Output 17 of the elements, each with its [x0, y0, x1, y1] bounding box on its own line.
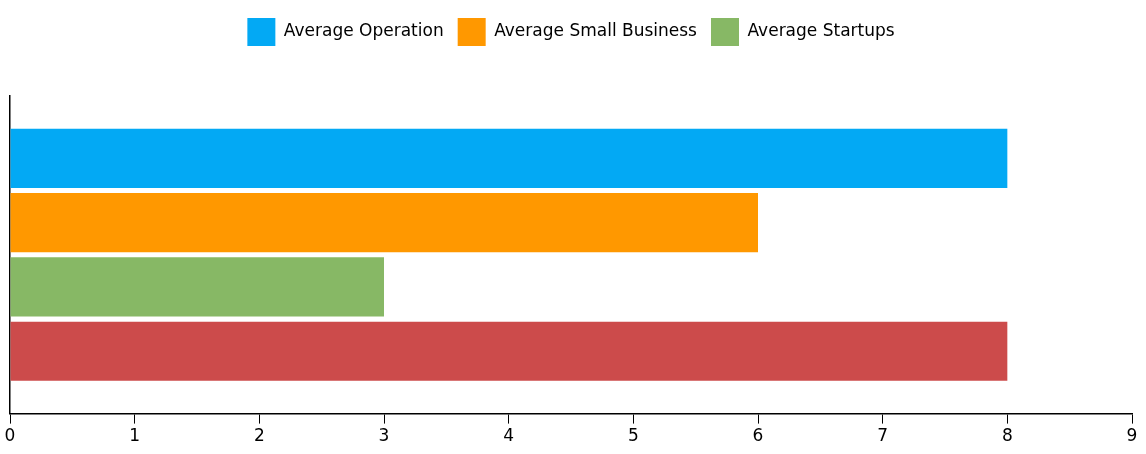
legend-label: Average Startups — [747, 20, 895, 41]
x-tick-label: 8 — [1001, 425, 1013, 446]
legend-label: Average Operation — [283, 20, 444, 41]
x-tick-label: 6 — [752, 425, 764, 446]
x-tick-label: 7 — [877, 425, 889, 446]
bar — [10, 321, 1008, 381]
x-tick-label: 2 — [253, 425, 265, 446]
x-tick-label: 3 — [378, 425, 390, 446]
x-tick-label: 0 — [4, 425, 16, 446]
bar — [10, 128, 1008, 188]
x-tick-label: 9 — [1126, 425, 1138, 446]
bar — [10, 257, 384, 317]
x-tick-label: 1 — [129, 425, 141, 446]
x-tick-label: 5 — [627, 425, 639, 446]
x-tick-label: 4 — [503, 425, 515, 446]
bar — [10, 193, 758, 253]
legend-label: Average Small Business — [494, 20, 698, 41]
